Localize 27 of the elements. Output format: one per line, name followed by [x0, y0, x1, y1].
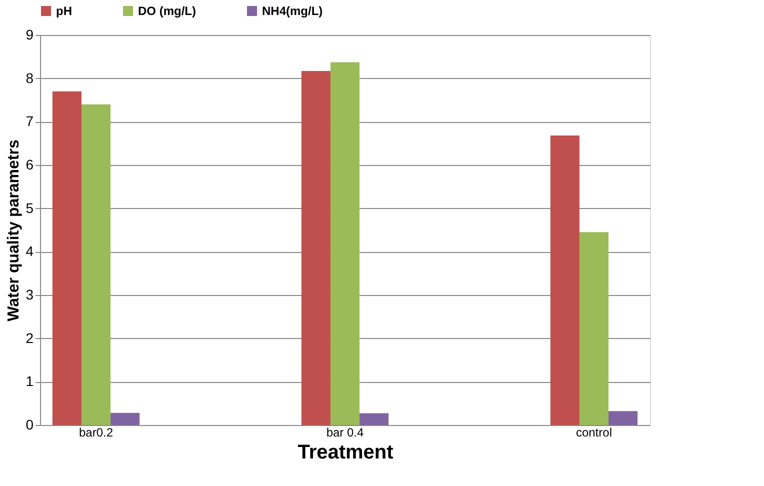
x-tick-label: bar0.2: [79, 426, 114, 440]
x-tick-label: bar 0.4: [326, 426, 364, 440]
y-tick-label: 9: [26, 26, 34, 42]
y-tick-label: 2: [26, 330, 34, 346]
y-tick-label: 8: [26, 70, 34, 86]
y-tick-label: 6: [26, 156, 34, 172]
y-tick-label: 3: [26, 286, 34, 302]
legend-label: DO (mg/L): [138, 4, 196, 18]
bar: [52, 91, 82, 425]
y-axis-title: Water quality parametrs: [6, 140, 23, 322]
y-tick-label: 5: [26, 200, 34, 216]
y-tick-label: 4: [26, 243, 34, 260]
legend-label: NH4(mg/L): [262, 4, 323, 18]
bar: [579, 232, 609, 425]
y-tick-label: 0: [26, 416, 34, 432]
bar: [360, 413, 389, 425]
bar: [550, 136, 580, 425]
bar: [110, 412, 140, 425]
x-axis-title: Treatment: [298, 442, 394, 464]
bar: [301, 70, 330, 425]
bar: [81, 104, 111, 425]
legend-label: pH: [56, 4, 72, 18]
bar: [330, 62, 360, 425]
x-tick-label: control: [576, 426, 612, 440]
y-tick-label: 1: [26, 373, 34, 390]
y-tick-label: 7: [26, 113, 34, 130]
bar: [608, 411, 638, 425]
